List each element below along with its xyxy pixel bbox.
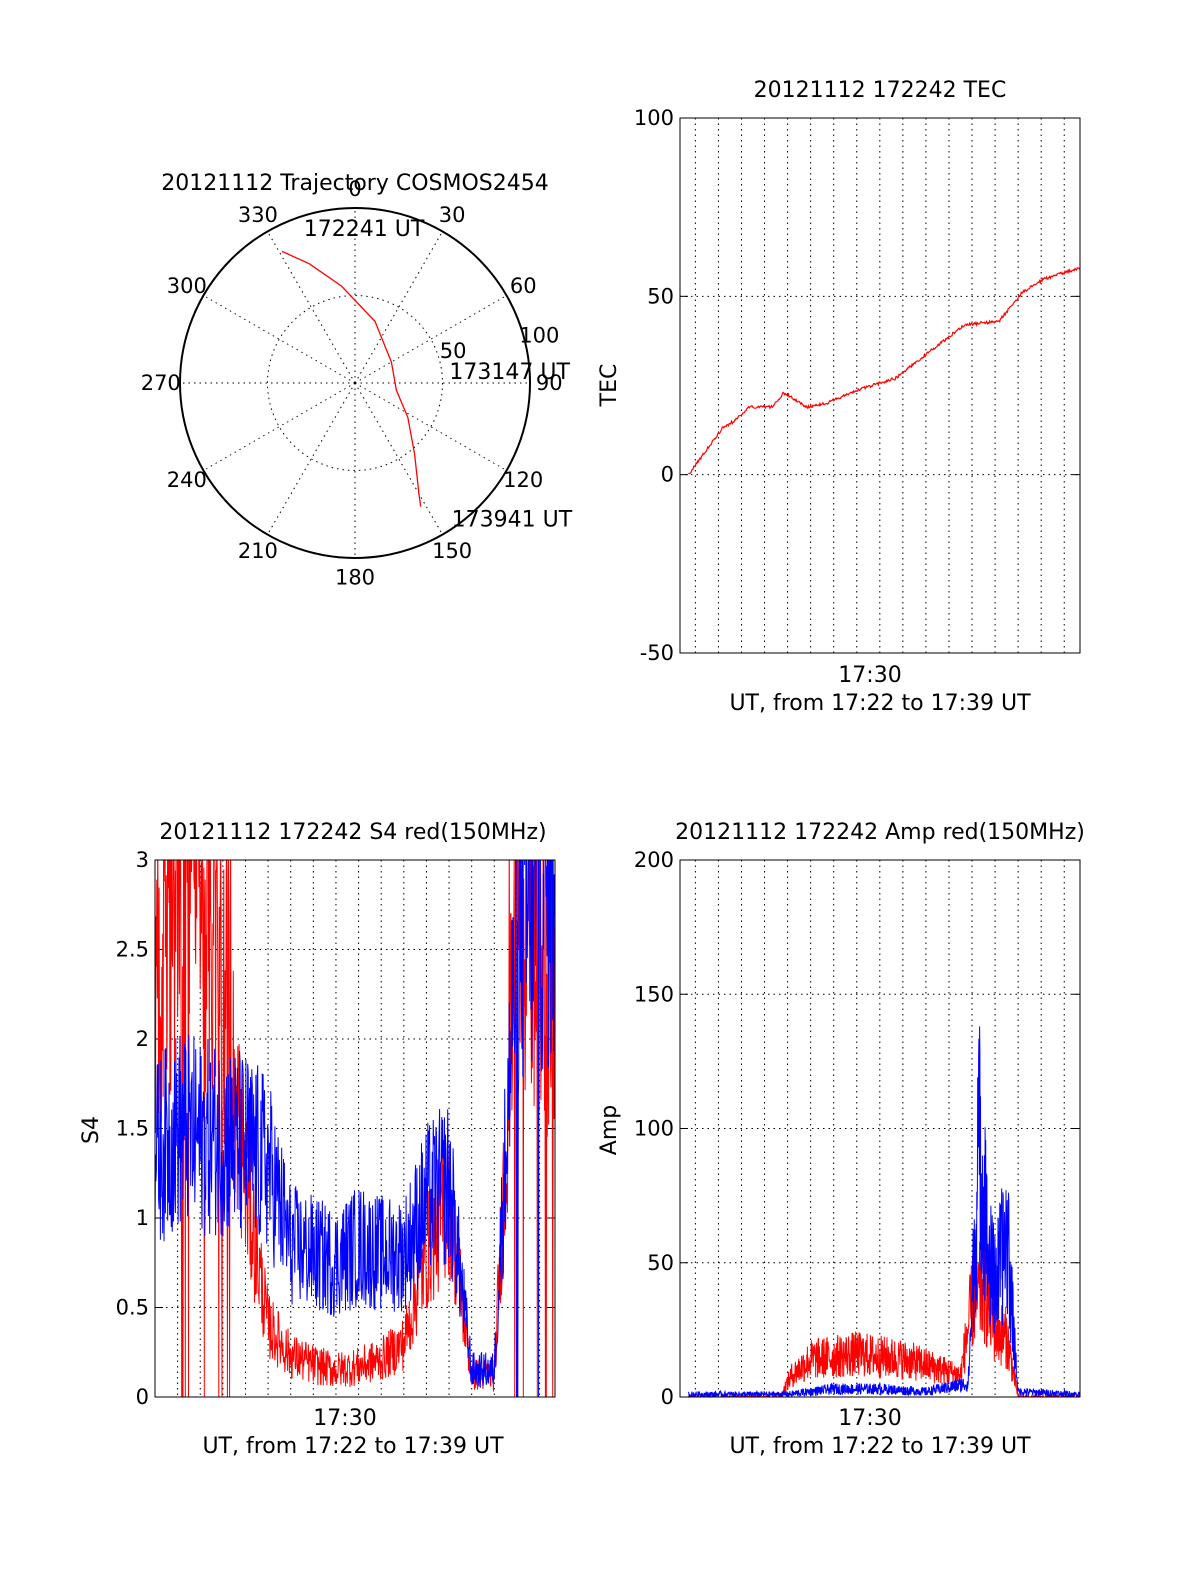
y-tick-label: 1 [136, 1206, 149, 1230]
y-tick-label: 100 [634, 1117, 674, 1141]
polar-radial-label: 50 [440, 339, 467, 363]
s4-xlabel: UT, from 17:22 to 17:39 UT [202, 1434, 504, 1459]
s4-x-tick-label: 17:30 [313, 1406, 376, 1431]
polar-azimuth-label: 120 [503, 468, 543, 492]
polar-azimuth-label: 60 [510, 274, 537, 298]
s4-series-line-blue [155, 860, 555, 1397]
polar-azimuth-labels: 0 30 60 90 120 150 180 210 240 270 300 330 [141, 177, 563, 590]
tec-series-line [688, 267, 1081, 475]
polar-azimuth-label: 210 [238, 539, 278, 563]
plot-frame [679, 117, 1081, 654]
y-tick-label: 0 [661, 1385, 674, 1409]
polar-spoke-gridline [203, 382, 356, 471]
plot-frame [154, 859, 556, 1398]
amp-x-tick-label: 17:30 [838, 1406, 901, 1431]
y-tick-label: 0.5 [116, 1296, 149, 1320]
plot-frame [679, 859, 1081, 1398]
y-tick-label: -50 [640, 641, 674, 665]
amp-series-line-blue [688, 1026, 1080, 1397]
polar-azimuth-label: 30 [439, 203, 466, 227]
tec-title: 20121112 172242 TEC [754, 78, 1007, 103]
s4-ylabel: S4 [79, 1116, 104, 1144]
y-tick-label: 2 [136, 1027, 149, 1051]
amp-series-line-red [688, 1237, 1080, 1397]
polar-outer-circle [179, 207, 531, 559]
polar-grid [179, 207, 531, 559]
amp-ylabel: Amp [597, 1105, 622, 1155]
trajectory-line [281, 250, 422, 507]
trajectory-time-annotation: 173147 UT [449, 360, 570, 385]
y-tick-label: 3 [136, 848, 149, 872]
polar-azimuth-label: 90 [536, 371, 563, 395]
y-tick-label: 1.5 [116, 1117, 149, 1141]
y-tick-label: 200 [634, 848, 674, 872]
polar-radial-labels: 50 100 [440, 324, 560, 363]
y-tick-label: 100 [634, 106, 674, 130]
polar-radial-gridline [267, 295, 443, 471]
trajectory-time-annotation: 173941 UT [452, 508, 573, 533]
y-tick-label: 0 [136, 1385, 149, 1409]
y-tick-label: 150 [634, 982, 674, 1006]
tec-ylabel: TEC [597, 364, 622, 408]
amp-xlabel: UT, from 17:22 to 17:39 UT [729, 1434, 1031, 1459]
tec-panel: 20121112 172242 TEC 100 50 0 -50 17:30 UT, … [597, 78, 1081, 716]
trajectory-polar-panel: 20121112 Trajectory COSMOS2454 0 30 60 90 12… [141, 171, 573, 589]
tec-xlabel: UT, from 17:22 to 17:39 UT [729, 691, 1031, 716]
s4-plot-area: 3 2.5 2 1.5 1 0.5 0 [116, 848, 556, 1409]
polar-annotations: 172241 UT 173147 UT 173941 UT [304, 217, 573, 532]
tec-plot-area: 100 50 0 -50 [634, 106, 1081, 665]
polar-azimuth-label: 330 [238, 203, 278, 227]
polar-azimuth-label: 270 [141, 371, 181, 395]
polar-azimuth-label: 300 [167, 274, 207, 298]
polar-title: 20121112 Trajectory COSMOS2454 [161, 171, 548, 196]
polar-azimuth-label: 0 [348, 177, 361, 201]
y-tick-label: 50 [647, 284, 674, 308]
s4-panel: 20121112 172242 S4 red(150MHz) 3 2.5 2 1.5 1… [79, 820, 556, 1459]
y-tick-label: 0 [661, 463, 674, 487]
amp-title: 20121112 172242 Amp red(150MHz) [675, 820, 1085, 845]
polar-azimuth-label: 180 [335, 565, 375, 589]
trajectory-time-annotation: 172241 UT [304, 217, 425, 242]
y-tick-label: 50 [647, 1251, 674, 1275]
s4-title: 20121112 172242 S4 red(150MHz) [159, 820, 546, 845]
y-tick-label: 2.5 [116, 938, 149, 962]
amp-panel: 20121112 172242 Amp red(150MHz) 200 150 10… [597, 820, 1085, 1459]
polar-azimuth-label: 150 [432, 539, 472, 563]
polar-trajectory-series [281, 250, 422, 507]
polar-spoke-gridline [354, 382, 443, 535]
polar-spoke-gridline [354, 382, 507, 471]
polar-radial-label: 100 [519, 324, 559, 348]
polar-azimuth-label: 240 [167, 468, 207, 492]
amp-plot-area: 200 150 100 50 0 [634, 848, 1081, 1409]
polar-spoke-gridline [267, 231, 356, 384]
tec-x-tick-label: 17:30 [838, 663, 901, 688]
polar-spoke-gridline [267, 382, 356, 535]
